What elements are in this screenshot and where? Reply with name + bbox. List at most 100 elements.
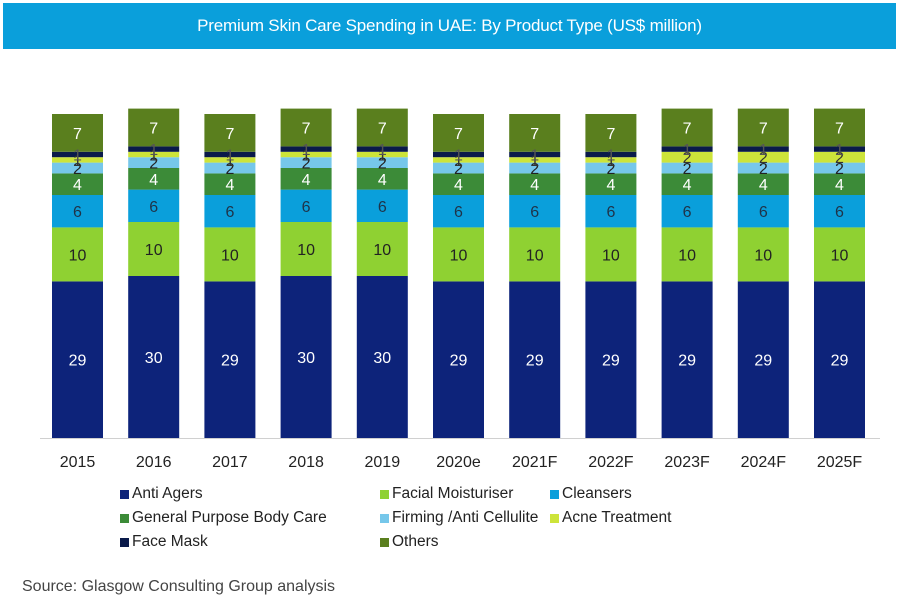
data-label: 1	[302, 148, 311, 165]
data-label: 4	[530, 177, 539, 194]
data-label: 2	[225, 161, 234, 178]
data-label: 1	[225, 148, 234, 165]
bar-segment	[737, 146, 789, 152]
bar-segment	[280, 276, 332, 438]
data-label: 30	[373, 350, 391, 367]
x-tick-label: 2017	[212, 454, 248, 471]
bar-segment	[814, 195, 865, 228]
data-label: 10	[221, 247, 239, 264]
data-label: 4	[759, 177, 768, 194]
data-label: 2	[73, 161, 82, 178]
bar-segment	[737, 108, 789, 147]
chart-title: Premium Skin Care Spending in UAE: By Pr…	[197, 16, 702, 35]
data-label: 10	[754, 247, 772, 264]
bar-segment	[585, 157, 637, 163]
bar-segment	[433, 195, 484, 228]
data-label: 6	[759, 204, 768, 221]
data-label: 7	[606, 126, 615, 143]
bar-segment	[814, 281, 865, 438]
data-label: 7	[683, 121, 692, 138]
legend-swatch	[120, 513, 129, 523]
bar-segment	[128, 151, 180, 158]
data-label: 10	[69, 247, 87, 264]
data-label: 2	[378, 156, 387, 173]
data-label: 1	[530, 148, 539, 165]
x-tick-label: 2015	[60, 454, 96, 471]
bar-segment	[280, 189, 332, 222]
bar-segment	[356, 157, 408, 168]
data-label: 10	[297, 242, 315, 259]
chart-title-bar: Premium Skin Care Spending in UAE: By Pr…	[3, 3, 896, 49]
bar-segment	[280, 168, 332, 190]
bar-segment	[356, 146, 408, 152]
bar-segment	[585, 173, 637, 195]
bar-segment	[433, 162, 484, 174]
legend-item: Others	[380, 533, 439, 551]
data-label: 1	[835, 142, 844, 159]
bar-segment	[280, 222, 332, 276]
bar-segment	[433, 281, 484, 438]
bar-segment	[737, 173, 789, 195]
bar-segment	[204, 227, 256, 282]
legend-label: General Purpose Body Care	[132, 509, 327, 526]
bar-segment	[356, 189, 408, 222]
legend-swatch	[550, 513, 559, 523]
bar-segment	[128, 108, 180, 147]
bar-segment	[509, 227, 561, 282]
bar-segment	[814, 108, 865, 147]
data-label: 4	[835, 177, 844, 194]
bar-segment	[356, 108, 408, 147]
stacked-bar-chart: 2910642117301064211729106421173010642117…	[40, 108, 880, 471]
x-tick-label: 2020e	[436, 454, 481, 471]
data-label: 1	[73, 153, 82, 170]
bar-segment	[433, 151, 484, 158]
bar-segment	[204, 151, 256, 158]
bar-segment	[204, 281, 256, 438]
data-label: 7	[378, 121, 387, 138]
data-label: 4	[606, 177, 615, 194]
legend-item: Cleansers	[550, 485, 632, 503]
legend-label: Firming /Anti Cellulite	[392, 509, 539, 526]
bar-segment	[661, 281, 713, 438]
bar-segment	[52, 227, 103, 282]
data-label: 29	[831, 353, 849, 370]
x-tick-label: 2024F	[741, 454, 787, 471]
data-label: 29	[450, 353, 468, 370]
data-label: 7	[302, 121, 311, 138]
bar-segment	[356, 151, 408, 158]
data-label: 7	[530, 126, 539, 143]
bar-segment	[661, 162, 713, 174]
data-label: 1	[454, 148, 463, 165]
data-label: 6	[378, 199, 387, 216]
data-label: 1	[378, 148, 387, 165]
data-label: 30	[145, 350, 163, 367]
data-label: 6	[683, 204, 692, 221]
data-label: 1	[378, 142, 387, 159]
data-label: 6	[73, 204, 82, 221]
bar-segment	[814, 162, 865, 174]
legend-swatch	[380, 489, 389, 499]
data-label: 2	[683, 161, 692, 178]
bar-segment	[509, 151, 561, 158]
data-label: 1	[530, 153, 539, 170]
data-label: 2	[454, 161, 463, 178]
bar-segment	[52, 281, 103, 438]
bar-segment	[204, 114, 256, 152]
bar-segment	[128, 276, 180, 438]
bar-segment	[52, 114, 103, 152]
bar-segment	[52, 157, 103, 163]
data-label: 29	[754, 353, 772, 370]
bar-segment	[204, 162, 256, 174]
data-label: 2	[759, 150, 768, 167]
legend-item: Face Mask	[120, 533, 208, 551]
bar-segment	[585, 227, 637, 282]
bar-segment	[433, 173, 484, 195]
bar-segment	[737, 195, 789, 228]
data-label: 1	[606, 153, 615, 170]
